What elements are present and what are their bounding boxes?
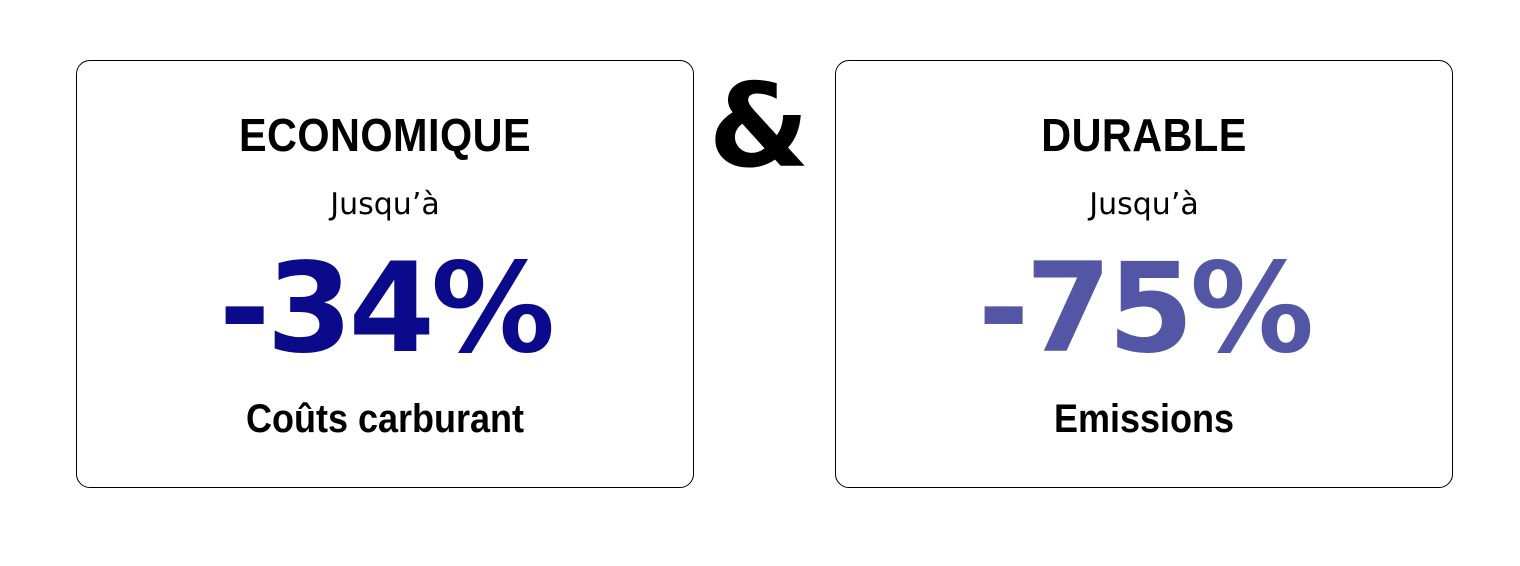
card-heading: ECONOMIQUE (238, 109, 532, 161)
card-heading: DURABLE (1041, 109, 1247, 161)
card-prefix: Jusqu’à (1089, 187, 1199, 222)
card-value: -75% (977, 237, 1314, 381)
card-caption: Emissions (1053, 397, 1235, 441)
card-value: -34% (218, 237, 555, 381)
ampersand-connector: & (708, 59, 810, 194)
card-caption: Coûts carburant (245, 397, 525, 441)
durable-card: DURABLE Jusqu’à -75% Emissions (835, 60, 1453, 488)
card-prefix: Jusqu’à (330, 187, 440, 222)
economique-card: ECONOMIQUE Jusqu’à -34% Coûts carburant (76, 60, 694, 488)
